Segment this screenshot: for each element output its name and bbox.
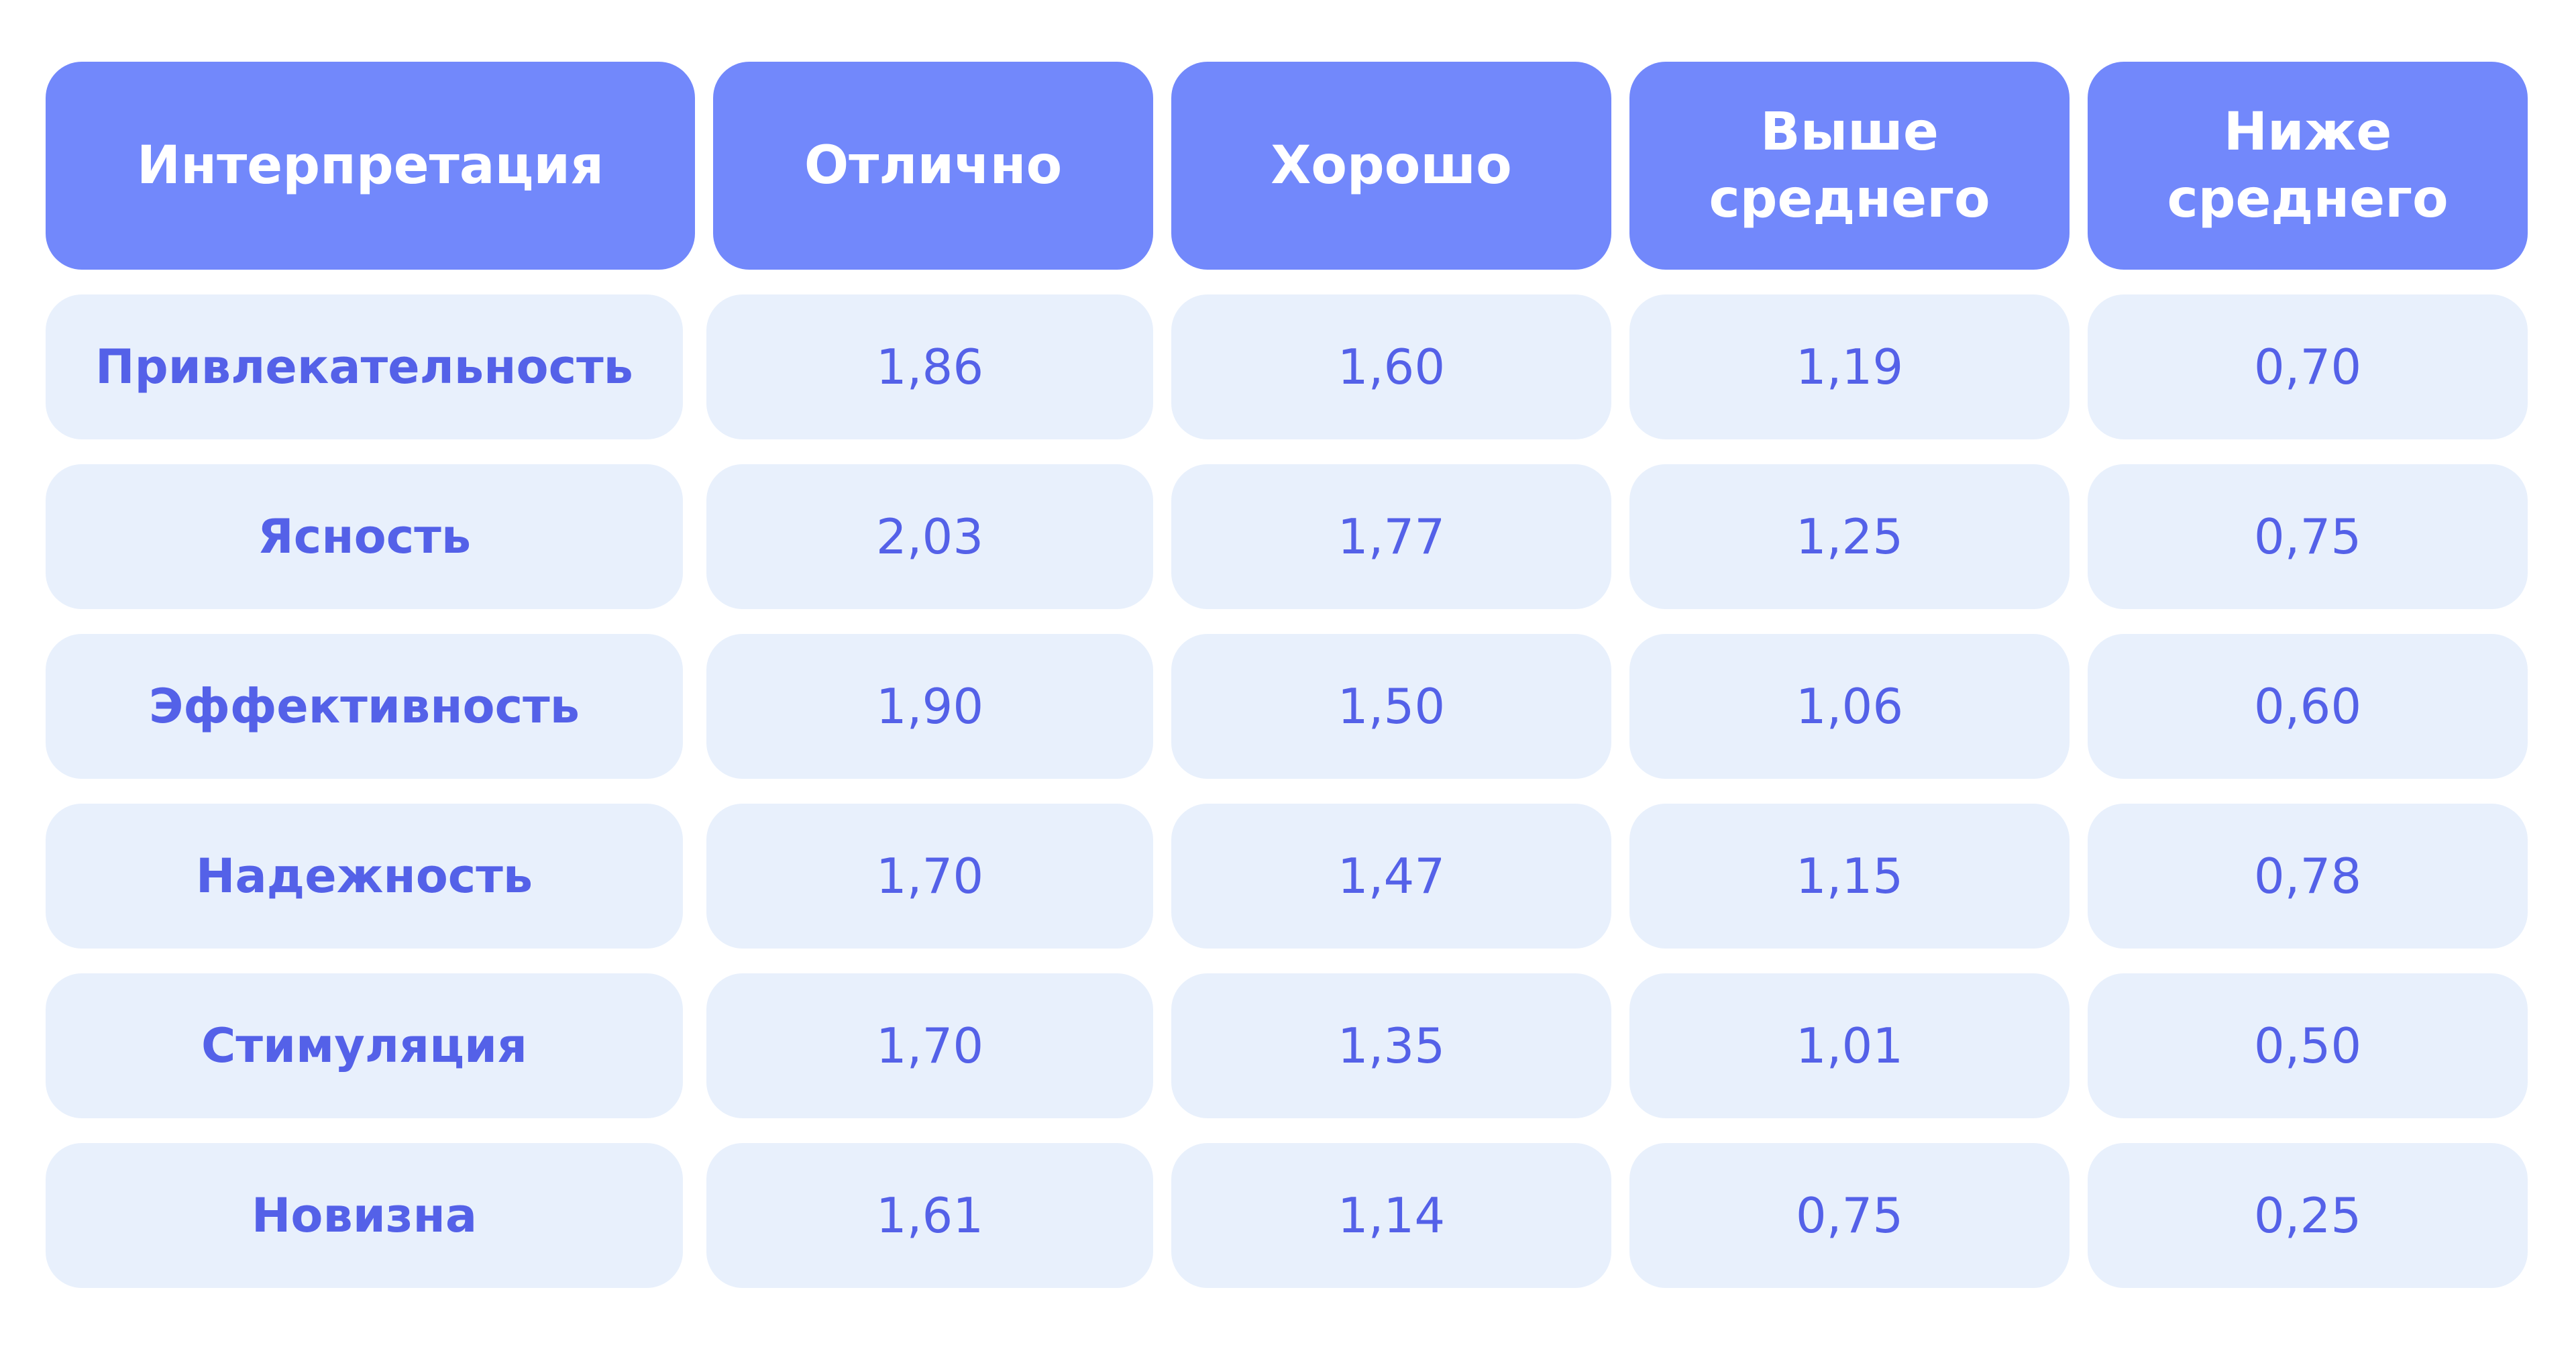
table-cell: 0,25 — [2088, 1143, 2528, 1288]
table-cell: 1,61 — [706, 1143, 1153, 1288]
row-label-efficiency: Эффективность — [46, 634, 683, 779]
table-cell: 0,75 — [2088, 464, 2528, 609]
table-cell: 1,70 — [706, 804, 1153, 949]
table-cell: 0,75 — [1629, 1143, 2070, 1288]
benchmark-table: Интерпретация Отлично Хорошо Выше средне… — [46, 62, 2528, 1288]
table-cell: 0,50 — [2088, 973, 2528, 1118]
column-header-excellent: Отлично — [713, 62, 1153, 270]
row-label-dependability: Надежность — [46, 804, 683, 949]
row-label-attractiveness: Привлекательность — [46, 294, 683, 439]
row-label-clarity: Ясность — [46, 464, 683, 609]
table-cell: 2,03 — [706, 464, 1153, 609]
table-cell: 1,90 — [706, 634, 1153, 779]
table-cell: 1,06 — [1629, 634, 2070, 779]
table-cell: 0,78 — [2088, 804, 2528, 949]
table-cell: 1,50 — [1171, 634, 1611, 779]
table-cell: 0,60 — [2088, 634, 2528, 779]
row-label-stimulation: Стимуляция — [46, 973, 683, 1118]
table-cell: 0,70 — [2088, 294, 2528, 439]
table-cell: 1,60 — [1171, 294, 1611, 439]
column-header-below-average: Ниже среднего — [2088, 62, 2528, 270]
table-cell: 1,25 — [1629, 464, 2070, 609]
row-label-novelty: Новизна — [46, 1143, 683, 1288]
table-cell: 1,77 — [1171, 464, 1611, 609]
table-cell: 1,14 — [1171, 1143, 1611, 1288]
table-cell: 1,35 — [1171, 973, 1611, 1118]
column-header-good: Хорошо — [1171, 62, 1611, 270]
table-cell: 1,15 — [1629, 804, 2070, 949]
table-cell: 1,86 — [706, 294, 1153, 439]
column-header-above-average: Выше среднего — [1629, 62, 2070, 270]
table-cell: 1,19 — [1629, 294, 2070, 439]
table-cell: 1,47 — [1171, 804, 1611, 949]
table-cell: 1,01 — [1629, 973, 2070, 1118]
column-header-interpretation: Интерпретация — [46, 62, 695, 270]
table-cell: 1,70 — [706, 973, 1153, 1118]
